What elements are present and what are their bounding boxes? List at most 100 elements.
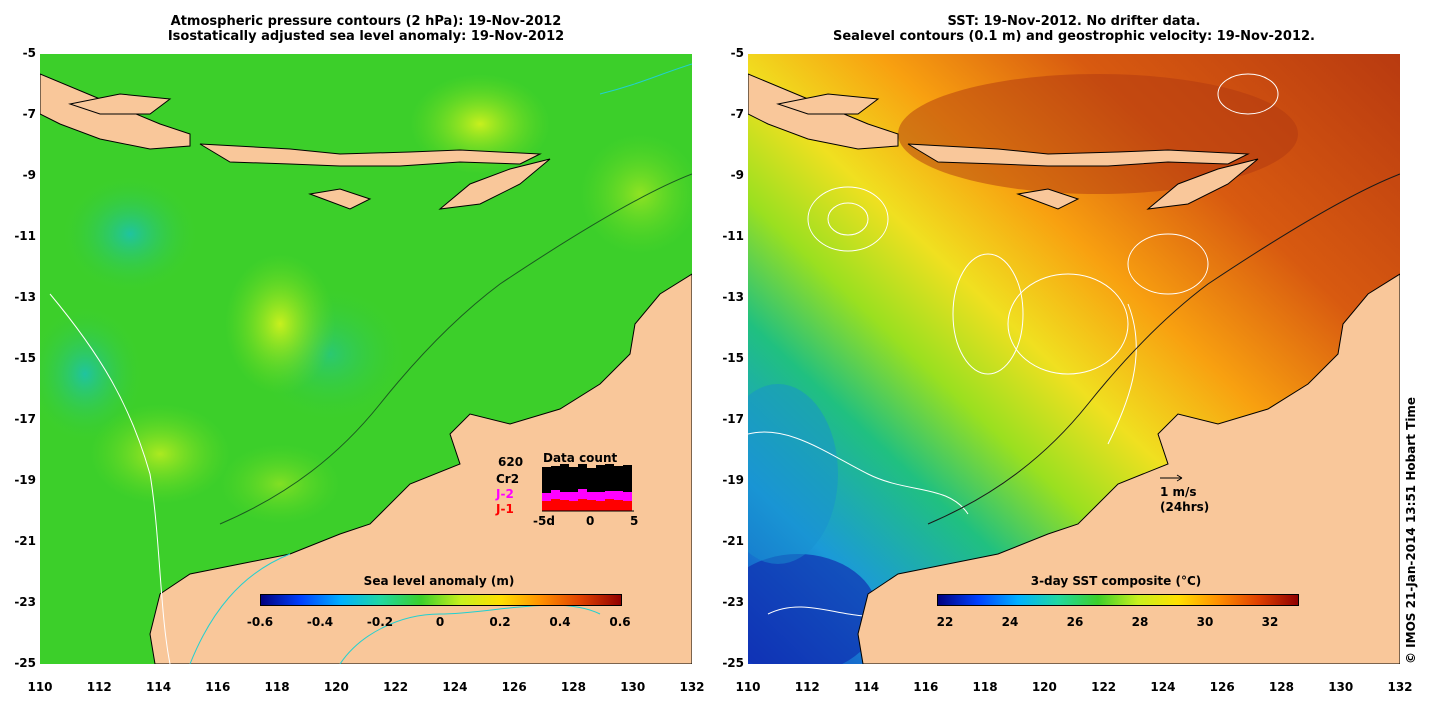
sst-colorbar-title: 3-day SST composite (°C) (1030, 574, 1202, 588)
left-x-tick: 126 (501, 680, 527, 694)
left-x-tick: 124 (442, 680, 468, 694)
data-count-chart (542, 464, 634, 512)
right-y-tick: -23 (722, 595, 744, 609)
right-x-tick: 126 (1209, 680, 1235, 694)
sla-colorbar-tick: -0.2 (366, 615, 394, 629)
velocity-legend-speed: 1 m/s (1160, 485, 1197, 499)
right-y-tick: -7 (730, 107, 744, 121)
data-count-label-j1: J-1 (496, 502, 514, 516)
data-count-bar (551, 499, 560, 511)
right-title-line2: Sealevel contours (0.1 m) and geostrophi… (833, 29, 1315, 44)
sst-colorbar-tick: 32 (1261, 615, 1279, 629)
sla-colorbar-title: Sea level anomaly (m) (363, 574, 515, 588)
left-title: Atmospheric pressure contours (2 hPa): 1… (40, 14, 692, 44)
data-count-bar (605, 491, 614, 499)
sla-colorbar-tick: -0.6 (246, 615, 274, 629)
sla-land-north (68, 93, 172, 115)
left-x-tick: 132 (679, 680, 705, 694)
right-y-tick: -19 (722, 473, 744, 487)
sst-colorbar-tick: 22 (936, 615, 954, 629)
left-y-tick: -11 (14, 229, 36, 243)
data-count-bar (596, 465, 605, 492)
data-count-bar (569, 467, 578, 492)
left-y-tick: -15 (14, 351, 36, 365)
sst-land-australia (857, 273, 1400, 664)
sst-colorbar-tick: 26 (1066, 615, 1084, 629)
data-count-title: Data count (543, 451, 618, 465)
data-count-bar (542, 493, 551, 501)
sla-colorbar-tick: 0.4 (549, 615, 571, 629)
data-count-bar (560, 492, 569, 500)
data-count-number: 620 (498, 455, 524, 469)
left-y-tick: -7 (22, 107, 36, 121)
sla-land-timor (438, 158, 551, 210)
sst-colorbar-tick: 24 (1001, 615, 1019, 629)
left-y-tick: -5 (22, 46, 36, 60)
right-y-tick: -15 (722, 351, 744, 365)
data-count-bar (605, 499, 614, 511)
right-x-tick: 130 (1328, 680, 1354, 694)
sst-land-nusa-tenggara (907, 143, 1250, 167)
right-title-line1: SST: 19-Nov-2012. No drifter data. (947, 14, 1201, 29)
right-y-tick: -5 (730, 46, 744, 60)
right-x-tick: 124 (1150, 680, 1176, 694)
data-count-bar (578, 489, 587, 499)
data-count-bar (605, 464, 614, 491)
right-x-tick: 116 (913, 680, 939, 694)
data-count-bar (623, 501, 632, 511)
sla-land-nusa-tenggara (199, 143, 542, 167)
data-count-bar (587, 468, 596, 492)
data-count-bar (614, 500, 623, 511)
velocity-legend-duration: (24hrs) (1160, 500, 1210, 514)
data-count-bar (578, 464, 587, 489)
data-count-bar (560, 464, 569, 492)
right-y-tick: -13 (722, 290, 744, 304)
left-title-line2: Isostatically adjusted sea level anomaly… (167, 29, 565, 44)
left-x-tick: 120 (323, 680, 349, 694)
data-count-bar (596, 492, 605, 501)
sla-colorbar-tick: -0.4 (306, 615, 334, 629)
right-x-tick: 132 (1387, 680, 1413, 694)
data-count-bar (569, 492, 578, 501)
data-count-bar (614, 466, 623, 491)
sst-colorbar (937, 594, 1299, 606)
right-x-tick: 112 (794, 680, 820, 694)
right-y-tick: -11 (722, 229, 744, 243)
velocity-legend-arrow (1160, 474, 1183, 482)
right-x-tick: 114 (854, 680, 880, 694)
left-x-tick: 122 (383, 680, 409, 694)
data-count-bar (623, 492, 632, 501)
left-y-tick: -19 (14, 473, 36, 487)
sst-land-sumba (1016, 188, 1080, 210)
right-x-tick: 122 (1091, 680, 1117, 694)
sst-land-north (776, 93, 880, 115)
sla-colorbar-tick: 0 (435, 615, 445, 629)
sla-land-sumba (308, 188, 372, 210)
data-count-bar (587, 500, 596, 511)
data-count-bar (551, 490, 560, 499)
data-count-bar (623, 465, 632, 492)
right-y-tick: -17 (722, 412, 744, 426)
left-x-tick: 118 (264, 680, 290, 694)
data-count-label-cr2: Cr2 (496, 472, 520, 486)
data-count-bar (542, 501, 551, 511)
left-x-tick: 110 (27, 680, 53, 694)
right-y-tick: -25 (722, 656, 744, 670)
data-count-bar (614, 491, 623, 500)
left-x-tick: 116 (205, 680, 231, 694)
data-count-tick-end: 5 (630, 514, 639, 528)
sla-colorbar-tick: 0.6 (609, 615, 631, 629)
left-y-tick: -13 (14, 290, 36, 304)
data-count-bar (596, 501, 605, 511)
data-count-bar (578, 499, 587, 511)
data-count-bar (560, 500, 569, 511)
sla-colorbar-tick: 0.2 (489, 615, 511, 629)
right-x-tick: 128 (1268, 680, 1294, 694)
right-y-tick: -9 (730, 168, 744, 182)
left-y-tick: -23 (14, 595, 36, 609)
right-y-tick: -21 (722, 534, 744, 548)
left-title-line1: Atmospheric pressure contours (2 hPa): 1… (170, 14, 562, 29)
data-count-bar (569, 501, 578, 511)
data-count-bar (587, 492, 596, 500)
left-x-tick: 130 (620, 680, 646, 694)
